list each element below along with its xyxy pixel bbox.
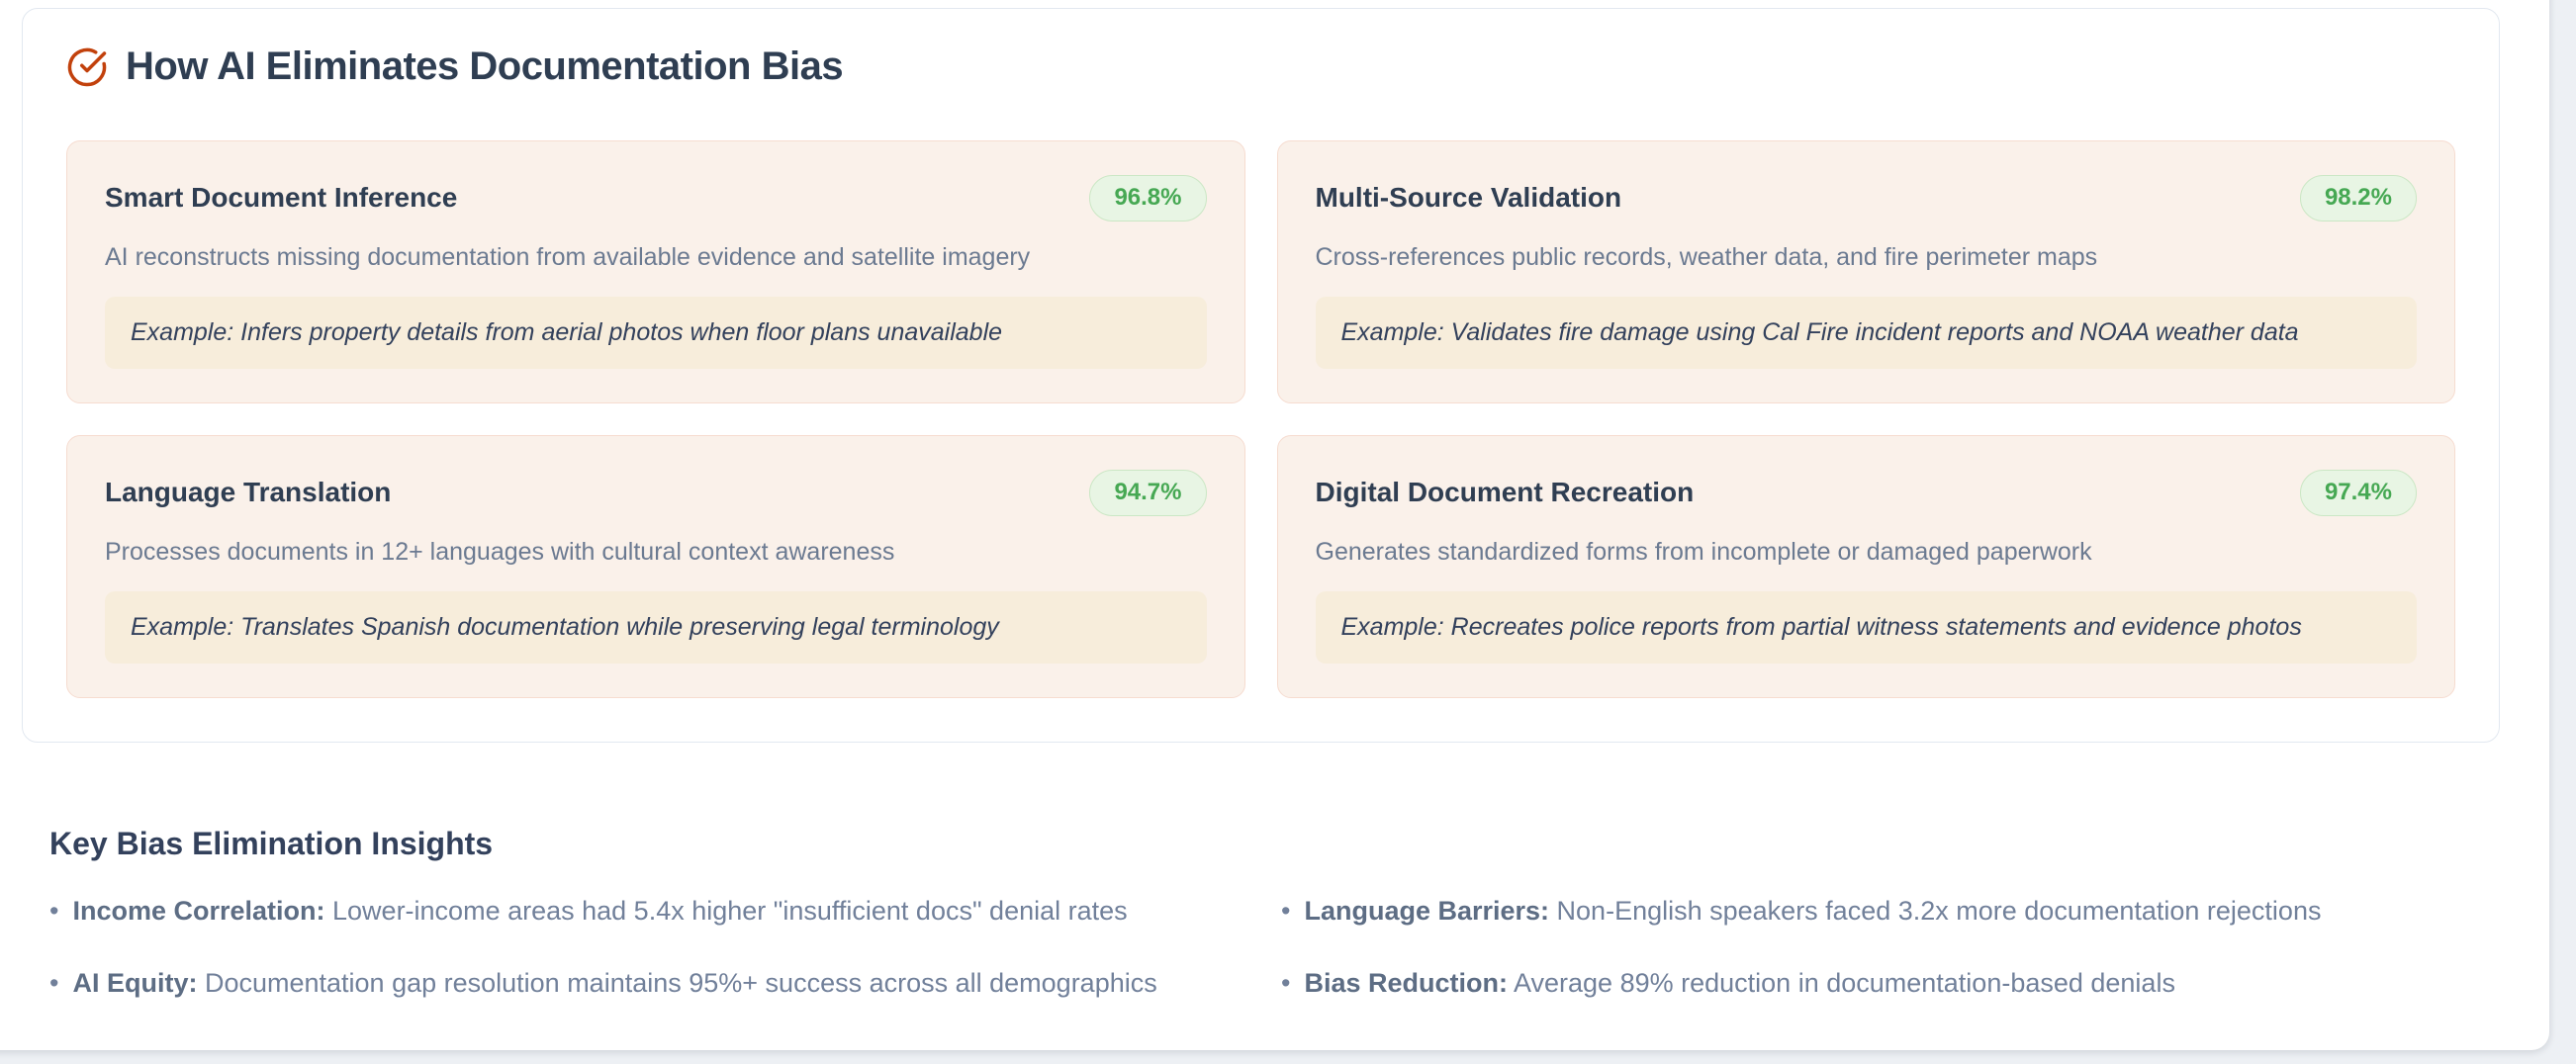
capability-card: Smart Document Inference 96.8% AI recons… bbox=[66, 140, 1245, 403]
insight-label: Bias Reduction: bbox=[1304, 967, 1508, 998]
capability-description: AI reconstructs missing documentation fr… bbox=[105, 242, 1031, 271]
bullet-dot: • bbox=[49, 895, 59, 926]
capability-cards-grid: Smart Document Inference 96.8% AI recons… bbox=[66, 140, 2455, 698]
capability-title: Smart Document Inference bbox=[105, 182, 458, 214]
capability-card-header: Language Translation 94.7% bbox=[105, 469, 1207, 516]
section-header: How AI Eliminates Documentation Bias bbox=[66, 44, 2455, 89]
insight-item: • Bias Reduction: Average 89% reduction i… bbox=[1281, 966, 2503, 1001]
bullet-dot: • bbox=[1281, 895, 1291, 926]
insight-item: • Language Barriers: Non-English speakers… bbox=[1281, 894, 2503, 929]
insight-text: Average 89% reduction in documentation-b… bbox=[1514, 967, 2175, 998]
insight-text: Lower-income areas had 5.4x higher "insu… bbox=[332, 895, 1128, 926]
insights-section: Key Bias Elimination Insights • Income Co… bbox=[49, 826, 2500, 1001]
capability-example: Example: Validates fire damage using Cal… bbox=[1315, 297, 2417, 369]
insights-heading: Key Bias Elimination Insights bbox=[49, 825, 494, 861]
content-panel: How AI Eliminates Documentation Bias Sma… bbox=[0, 0, 2549, 1050]
insight-text: Documentation gap resolution maintains 9… bbox=[204, 967, 1157, 998]
capability-example: Example: Translates Spanish documentatio… bbox=[105, 591, 1207, 664]
capability-title: Language Translation bbox=[105, 477, 392, 508]
insight-label: Language Barriers: bbox=[1304, 895, 1550, 926]
insight-label: AI Equity: bbox=[72, 967, 198, 998]
accuracy-badge: 98.2% bbox=[2299, 175, 2417, 222]
capability-card-header: Multi-Source Validation 98.2% bbox=[1315, 175, 2417, 222]
capability-example: Example: Infers property details from ae… bbox=[105, 297, 1207, 369]
capability-example: Example: Recreates police reports from p… bbox=[1315, 591, 2417, 664]
insight-item: • Income Correlation: Lower-income areas … bbox=[49, 894, 1281, 929]
capability-card: Language Translation 94.7% Processes doc… bbox=[66, 434, 1245, 698]
capability-description: Processes documents in 12+ languages wit… bbox=[105, 537, 895, 566]
capability-card-header: Digital Document Recreation 97.4% bbox=[1315, 469, 2417, 516]
insight-item: • AI Equity: Documentation gap resolution… bbox=[49, 966, 1281, 1001]
capability-card: Digital Document Recreation 97.4% Genera… bbox=[1276, 434, 2455, 698]
page-title: How AI Eliminates Documentation Bias bbox=[126, 44, 844, 88]
accuracy-badge: 94.7% bbox=[1089, 469, 1207, 516]
insight-text: Non-English speakers faced 3.2x more doc… bbox=[1556, 895, 2322, 926]
ai-bias-section-card: How AI Eliminates Documentation Bias Sma… bbox=[22, 8, 2500, 743]
insight-label: Income Correlation: bbox=[72, 895, 325, 926]
capability-card-header: Smart Document Inference 96.8% bbox=[105, 175, 1207, 222]
accuracy-badge: 96.8% bbox=[1089, 175, 1207, 222]
capability-description: Generates standardized forms from incomp… bbox=[1315, 537, 2092, 566]
capability-title: Digital Document Recreation bbox=[1315, 477, 1695, 508]
capability-card: Multi-Source Validation 98.2% Cross-refe… bbox=[1276, 140, 2455, 403]
bullet-dot: • bbox=[1281, 967, 1291, 998]
bullet-dot: • bbox=[49, 967, 59, 998]
capability-title: Multi-Source Validation bbox=[1315, 182, 1622, 214]
circle-check-icon bbox=[67, 47, 107, 86]
insights-grid: • Income Correlation: Lower-income areas … bbox=[49, 894, 2503, 1001]
capability-description: Cross-references public records, weather… bbox=[1315, 242, 2098, 271]
accuracy-badge: 97.4% bbox=[2299, 469, 2417, 516]
